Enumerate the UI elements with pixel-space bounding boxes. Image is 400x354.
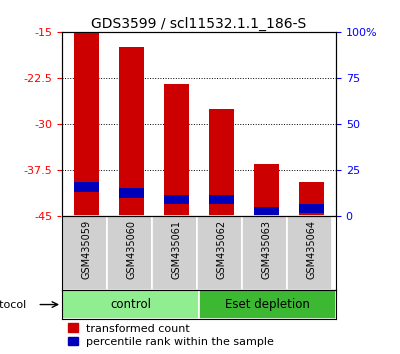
Legend: transformed count, percentile rank within the sample: transformed count, percentile rank withi… bbox=[68, 324, 274, 347]
Bar bbox=[197, 216, 242, 290]
Text: GSM435059: GSM435059 bbox=[82, 220, 92, 279]
Bar bbox=[254, 207, 279, 216]
Text: GSM435060: GSM435060 bbox=[127, 220, 137, 279]
Text: control: control bbox=[110, 298, 151, 311]
Text: Eset depletion: Eset depletion bbox=[225, 298, 310, 311]
Text: GSM435064: GSM435064 bbox=[306, 220, 316, 279]
Bar bbox=[254, 164, 279, 216]
Title: GDS3599 / scl11532.1.1_186-S: GDS3599 / scl11532.1.1_186-S bbox=[91, 17, 307, 31]
Text: GSM435063: GSM435063 bbox=[261, 220, 271, 279]
Bar bbox=[119, 188, 144, 198]
Text: protocol: protocol bbox=[0, 299, 26, 309]
Bar bbox=[199, 290, 336, 319]
Bar bbox=[299, 204, 324, 213]
Bar bbox=[107, 216, 152, 290]
Bar bbox=[74, 33, 99, 216]
Text: GSM435061: GSM435061 bbox=[172, 220, 182, 279]
Bar bbox=[299, 182, 324, 216]
Bar bbox=[242, 216, 286, 290]
Bar bbox=[119, 47, 144, 216]
Bar bbox=[164, 84, 189, 216]
Bar bbox=[74, 182, 99, 192]
Text: GSM435062: GSM435062 bbox=[216, 220, 226, 279]
Bar bbox=[286, 216, 332, 290]
Bar bbox=[62, 216, 107, 290]
Bar bbox=[209, 195, 234, 204]
Bar bbox=[209, 109, 234, 216]
Bar bbox=[152, 216, 197, 290]
Bar bbox=[164, 195, 189, 204]
Bar bbox=[62, 290, 199, 319]
